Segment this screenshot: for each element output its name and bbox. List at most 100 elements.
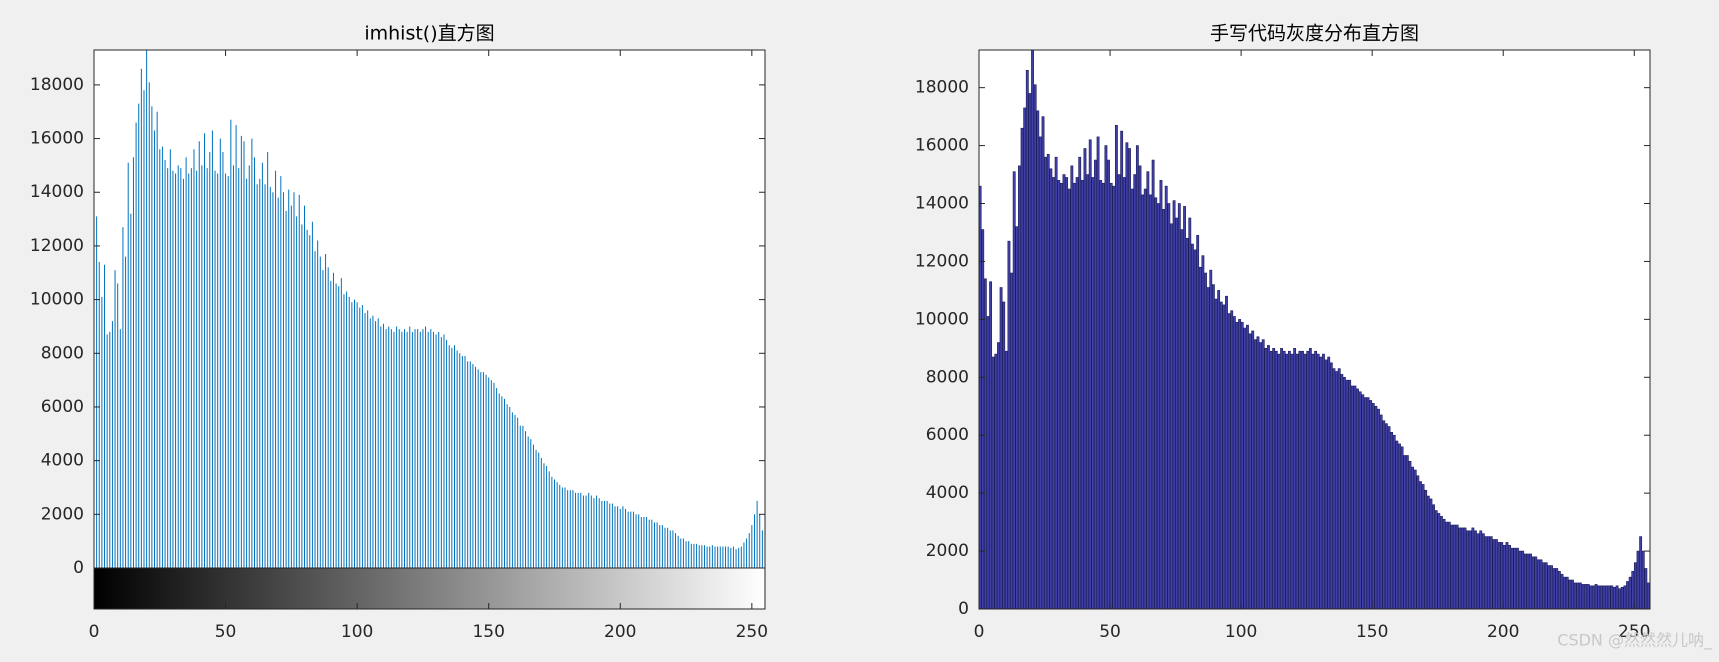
bar xyxy=(1442,518,1446,610)
bar xyxy=(1146,171,1150,610)
bar xyxy=(1114,125,1118,610)
plot-frame xyxy=(978,49,1651,610)
bar xyxy=(1419,481,1422,610)
bar xyxy=(1033,84,1037,610)
bar xyxy=(1613,586,1616,610)
bar xyxy=(1544,562,1548,610)
bar xyxy=(1264,348,1268,610)
bar xyxy=(1028,93,1032,610)
bar xyxy=(1377,408,1380,610)
bar xyxy=(1128,148,1131,610)
bar xyxy=(1521,550,1525,610)
bar xyxy=(1348,379,1352,610)
bar xyxy=(1547,565,1551,610)
bar xyxy=(1508,544,1511,610)
bar xyxy=(1138,165,1142,610)
bar xyxy=(1075,177,1079,610)
bar xyxy=(1018,165,1021,610)
bar xyxy=(1282,350,1286,610)
bar xyxy=(1492,539,1496,610)
bar xyxy=(1497,542,1501,610)
y-tick-label: 14000 xyxy=(915,194,969,214)
bar xyxy=(1581,584,1585,610)
bar xyxy=(1589,585,1593,610)
bar xyxy=(1209,269,1213,610)
y-tick-label: 16000 xyxy=(915,136,969,156)
bar xyxy=(1571,579,1574,610)
bar xyxy=(1143,188,1147,610)
bar xyxy=(1177,203,1181,610)
bar xyxy=(1447,521,1451,610)
bar xyxy=(1529,553,1532,610)
bar xyxy=(1125,142,1129,610)
bar xyxy=(1015,226,1019,610)
y-tick-label: 8000 xyxy=(926,367,969,387)
bar xyxy=(1023,107,1027,610)
bar xyxy=(1232,316,1236,610)
bar xyxy=(1025,69,1029,610)
bar xyxy=(1046,153,1050,610)
bar xyxy=(1319,356,1323,610)
y-tick-label: 12000 xyxy=(30,236,84,256)
bar xyxy=(1059,182,1063,610)
x-tick-label: 250 xyxy=(736,622,768,642)
bar xyxy=(1563,576,1567,610)
bar xyxy=(1647,582,1650,610)
bar xyxy=(1534,556,1538,610)
bar xyxy=(1154,197,1158,610)
bar xyxy=(1214,298,1218,610)
bar xyxy=(1117,174,1121,610)
bar xyxy=(999,287,1003,610)
bar xyxy=(1120,130,1124,610)
bar xyxy=(1261,339,1265,610)
bar xyxy=(1597,585,1601,610)
bar xyxy=(1335,371,1338,610)
bar xyxy=(1437,513,1441,610)
bar xyxy=(991,356,995,610)
bar xyxy=(1083,148,1087,610)
bar xyxy=(1358,391,1362,610)
bar xyxy=(1364,397,1367,610)
bar xyxy=(1413,469,1417,610)
bar xyxy=(1235,321,1239,610)
bar xyxy=(1518,550,1522,610)
bar xyxy=(1450,524,1454,610)
bar xyxy=(1227,313,1231,610)
bar xyxy=(1217,290,1221,610)
bar xyxy=(1361,394,1365,610)
x-tick-label: 200 xyxy=(1487,622,1519,642)
bar xyxy=(1096,136,1100,610)
x-tick-label: 0 xyxy=(974,622,985,642)
bar xyxy=(1135,145,1139,610)
y-tick-label: 4000 xyxy=(926,483,969,503)
bar xyxy=(1094,159,1097,610)
bar xyxy=(1332,368,1336,610)
bar xyxy=(1403,455,1407,610)
bar xyxy=(1183,206,1186,610)
bar xyxy=(1122,177,1126,610)
bar xyxy=(1400,446,1404,610)
bar xyxy=(1539,559,1543,610)
bar xyxy=(1327,356,1331,610)
bar xyxy=(1560,573,1564,610)
bar xyxy=(1230,310,1234,610)
bar xyxy=(1141,194,1145,610)
bar xyxy=(1164,185,1168,610)
bar xyxy=(1080,180,1084,610)
bar xyxy=(1256,336,1260,610)
bar xyxy=(1162,209,1166,610)
bar xyxy=(1463,527,1467,610)
y-tick-label: 4000 xyxy=(41,451,84,471)
bar xyxy=(1602,585,1606,610)
bar xyxy=(1107,159,1110,610)
bar xyxy=(1306,350,1310,610)
bar xyxy=(1542,562,1546,610)
bar xyxy=(1044,156,1048,610)
bar xyxy=(1366,397,1370,610)
bar xyxy=(1343,376,1346,610)
bar xyxy=(1421,484,1425,610)
bar xyxy=(1618,588,1622,610)
bar xyxy=(1536,559,1540,610)
bar xyxy=(1193,249,1197,610)
